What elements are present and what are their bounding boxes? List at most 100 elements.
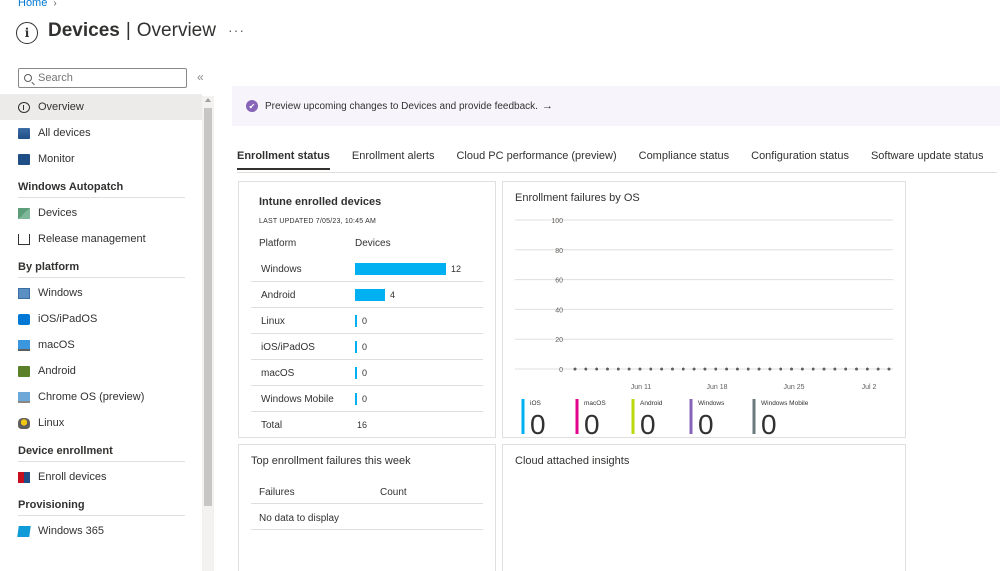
sidebar-item-overview[interactable]: Overview (0, 94, 202, 120)
section-divider (18, 461, 185, 462)
chart-title: Enrollment failures by OS (515, 192, 640, 204)
page-subtitle: Overview (136, 20, 216, 41)
platform-name: Windows Mobile (261, 394, 334, 405)
data-point-windows-mobile (703, 367, 707, 371)
empty-state-text: No data to display (259, 513, 340, 524)
data-point-windows-mobile (833, 367, 837, 371)
platform-name: Windows (261, 264, 302, 275)
scroll-up-icon[interactable] (205, 98, 211, 102)
device-count: 0 (362, 316, 368, 326)
tab-configuration-status[interactable]: Configuration status (751, 150, 849, 162)
table-row[interactable]: macOS 0 (251, 360, 483, 386)
sidebar-item-android[interactable]: Android (0, 358, 202, 384)
legend-label-android: Android (640, 400, 663, 407)
data-point-windows-mobile (887, 367, 891, 371)
monitor-icon (18, 153, 30, 165)
devices-column-header: Devices (355, 238, 391, 249)
data-point-windows-mobile (638, 367, 642, 371)
data-point-windows-mobile (617, 367, 620, 371)
sidebar-item-all-devices[interactable]: All devices (0, 120, 202, 146)
data-point-windows-mobile (844, 367, 847, 371)
data-point-windows-mobile (768, 367, 772, 371)
sidebar-item-monitor[interactable]: Monitor (0, 146, 202, 172)
failures-column-header: Failures (259, 487, 295, 498)
chrome-os-icon (18, 391, 30, 403)
sidebar-item-label: Enroll devices (38, 471, 107, 483)
search-input[interactable] (38, 72, 178, 84)
divider (251, 503, 483, 504)
device-count-bar (355, 289, 385, 301)
platform-name: iOS/iPadOS (261, 342, 315, 353)
sidebar-item-linux[interactable]: Linux (0, 410, 202, 436)
total-label: Total (261, 420, 283, 431)
device-count-bar (355, 367, 357, 379)
x-tick-label: Jul 2 (862, 384, 877, 391)
table-row[interactable]: Windows 12 (251, 256, 483, 282)
sidebar-item-label: Chrome OS (preview) (38, 391, 145, 403)
data-point-windows-mobile (746, 367, 750, 371)
y-tick-label: 0 (559, 367, 563, 374)
tab-enrollment-alerts[interactable]: Enrollment alerts (351, 150, 435, 162)
sidebar-item-label: Windows 365 (38, 525, 105, 537)
sidebar-item-label: All devices (38, 127, 91, 139)
table-row[interactable]: Windows Mobile 0 (251, 386, 483, 412)
sidebar-item-enroll-devices[interactable]: Enroll devices (0, 464, 202, 490)
windows-icon (18, 287, 30, 299)
x-tick-label: Jun 11 (631, 384, 652, 391)
breadcrumb-home-link[interactable]: Home (18, 0, 48, 9)
x-tick-label: Jun 18 (706, 384, 727, 391)
data-point-windows-mobile (811, 367, 815, 371)
collapse-sidebar-icon[interactable]: « (197, 70, 204, 84)
data-point-windows-mobile (606, 367, 609, 371)
sidebar-item-windows-365[interactable]: Windows 365 (0, 518, 202, 544)
breadcrumb: Home › (18, 0, 57, 9)
tab-compliance-status[interactable]: Compliance status (638, 150, 730, 162)
info-circle-icon (18, 101, 30, 113)
sidebar-item-devices[interactable]: Devices (0, 200, 202, 226)
preview-banner[interactable]: ✔ Preview upcoming changes to Devices an… (232, 86, 1000, 126)
intune-enrolled-devices-card: Intune enrolled devices LAST UPDATED 7/0… (238, 181, 496, 438)
tab-enrollment-status[interactable]: Enrollment status (237, 150, 330, 170)
sidebar-item-windows[interactable]: Windows (0, 280, 202, 306)
chevron-right-icon: › (53, 0, 57, 9)
info-icon: i (16, 22, 38, 44)
sidebar-item-macos[interactable]: macOS (0, 332, 202, 358)
arrow-right-icon: → (541, 100, 553, 112)
card-title: Cloud attached insights (515, 455, 630, 467)
sidebar-item-chrome-os-preview[interactable]: Chrome OS (preview) (0, 384, 202, 410)
data-point-windows-mobile (660, 367, 663, 371)
data-point-windows-mobile (681, 367, 685, 371)
sidebar-scrollbar[interactable] (202, 96, 214, 571)
scrollbar-thumb[interactable] (204, 108, 212, 506)
title-separator: | (125, 20, 131, 41)
tab-cloud-pc-performance-preview[interactable]: Cloud PC performance (preview) (456, 150, 617, 162)
devices-icon (18, 127, 30, 139)
sidebar-item-ios-ipados[interactable]: iOS/iPadOS (0, 306, 202, 332)
data-point-windows-mobile (627, 367, 631, 371)
banner-text[interactable]: Preview upcoming changes to Devices and … (265, 100, 538, 112)
total-row: Total 16 (251, 412, 483, 438)
data-point-windows-mobile (692, 367, 696, 371)
y-tick-label: 20 (555, 337, 563, 344)
last-updated-text: LAST UPDATED 7/05/23, 10:45 AM (259, 218, 377, 225)
feedback-icon: ✔ (246, 100, 258, 112)
tab-software-update-status[interactable]: Software update status (870, 150, 984, 162)
device-count: 4 (390, 290, 396, 300)
platform-name: Linux (261, 316, 285, 327)
table-row[interactable]: Linux 0 (251, 308, 483, 334)
search-icon (24, 74, 32, 82)
device-count-bar (355, 393, 357, 405)
enrollment-failures-chart-card: Enrollment failures by OS 0 20 40 60 80 100 Ju… (502, 181, 906, 439)
sidebar-item-release-management[interactable]: Release management (0, 226, 202, 252)
sidebar-search[interactable] (18, 68, 187, 88)
legend-label-windows: Windows (698, 400, 725, 407)
table-row[interactable]: iOS/iPadOS 0 (251, 334, 483, 360)
more-options-icon[interactable]: ··· (228, 22, 245, 38)
table-row[interactable]: Android 4 (251, 282, 483, 308)
data-point-windows-mobile (757, 367, 761, 371)
legend-total-ios: 0 (530, 409, 546, 439)
y-tick-label: 100 (551, 218, 563, 225)
data-point-windows-mobile (790, 367, 793, 371)
data-point-windows-mobile (725, 367, 728, 371)
device-count: 0 (362, 368, 368, 378)
